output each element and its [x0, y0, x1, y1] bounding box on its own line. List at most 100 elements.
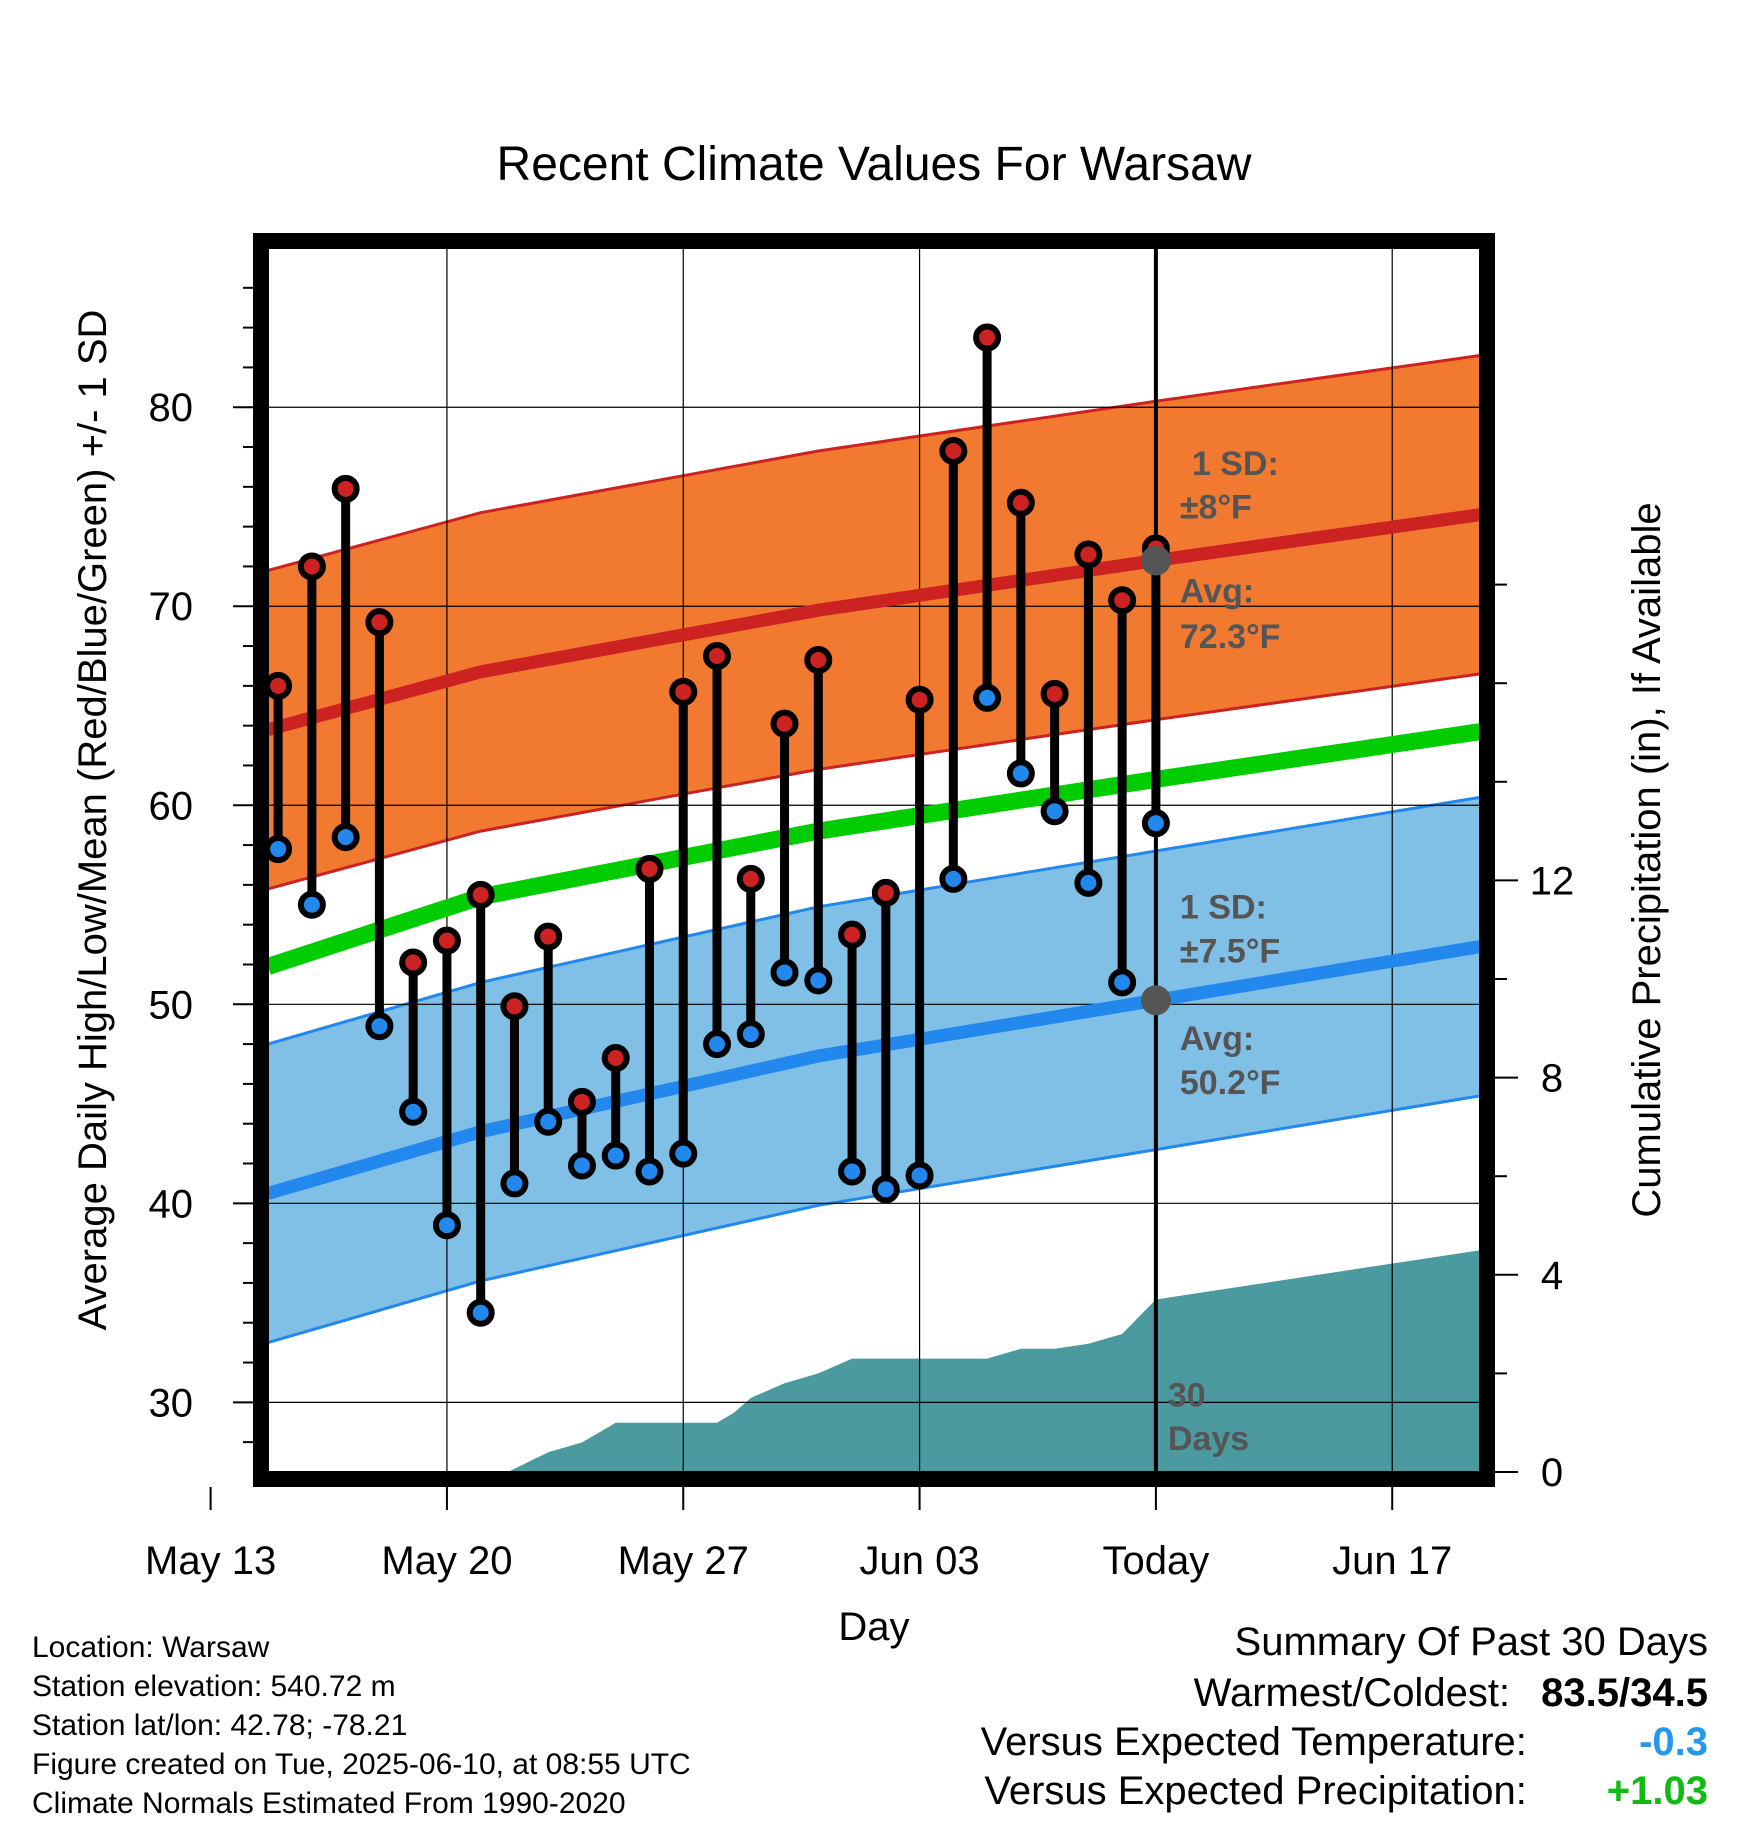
summary-panel: Summary Of Past 30 Days Warmest/Coldest:…: [981, 1620, 1708, 1814]
observed-low-point: [1006, 759, 1035, 788]
plot-frame: [253, 233, 1495, 1487]
observed-low-point: [1108, 968, 1137, 997]
location-text: Location: Warsaw: [32, 1631, 270, 1664]
elevation-text: Station elevation: 540.72 m: [32, 1670, 396, 1703]
days-annotation: 30: [1168, 1376, 1206, 1414]
observed-high-point: [1074, 540, 1103, 569]
y2-tick-label: 4: [1541, 1254, 1563, 1298]
observed-low-point: [567, 1151, 596, 1180]
precip-area: [268, 1250, 1480, 1472]
y2-tick-label: 12: [1530, 859, 1575, 903]
precip-row: Versus Expected Precipitation: +1.03: [981, 1769, 1708, 1814]
days-annotation-label: Days: [1168, 1420, 1249, 1458]
observed-high-point: [703, 642, 732, 670]
x-tick-label: May 20: [381, 1539, 512, 1583]
observed-low-point: [365, 1012, 394, 1041]
observed-high-point: [466, 880, 495, 909]
observed-high-point: [804, 645, 833, 674]
plot-area: 1 SD: ±8°F Avg: 72.3°F 1 SD: ±7.5°F Avg: 50.2°F…: [145, 233, 1575, 1583]
observed-high-point: [635, 854, 664, 883]
summary-heading: Summary Of Past 30 Days: [1234, 1620, 1708, 1664]
observed-low-point: [399, 1097, 428, 1126]
observed-low-point: [770, 958, 799, 987]
observed-low-point: [635, 1157, 664, 1186]
observed-low-point: [871, 1175, 900, 1204]
observed-low-point: [703, 1030, 732, 1059]
observed-low-point: [1074, 868, 1103, 897]
observed-high-point: [770, 709, 799, 738]
precip-value: +1.03: [1606, 1769, 1708, 1813]
observed-high-point: [432, 926, 461, 955]
station-info: Location: Warsaw Station elevation: 540.…: [32, 1628, 691, 1823]
high-sd-band: [268, 355, 1480, 889]
observed-low-point: [534, 1107, 563, 1136]
high-sd-annotation-value: ±8°F: [1180, 489, 1252, 527]
temp-row: Versus Expected Temperature: -0.3: [981, 1720, 1708, 1765]
observed-low-point: [973, 683, 1002, 712]
observed-low-point: [601, 1141, 630, 1170]
observed-low-point: [804, 966, 833, 995]
x-tick-label: May 27: [618, 1539, 749, 1583]
y-tick-label: 70: [149, 585, 194, 629]
observed-high-point: [365, 608, 394, 637]
observed-low-point: [297, 890, 326, 919]
observed-low-point: [736, 1020, 765, 1049]
observed-low-point: [838, 1157, 867, 1186]
observed-high-point: [871, 878, 900, 907]
low-mean-line: [268, 940, 1480, 1200]
observed-high-point: [534, 922, 563, 951]
precip-label: Versus Expected Precipitation:: [984, 1769, 1527, 1813]
observed-low-point: [432, 1211, 461, 1240]
high-avg-annotation-value: 72.3°F: [1180, 618, 1281, 656]
temp-label: Versus Expected Temperature:: [980, 1720, 1527, 1764]
observed-high-point: [939, 437, 968, 466]
observed-high-point: [331, 474, 360, 503]
observed-low-point: [331, 823, 360, 852]
y-axis-label: Average Daily High/Low/Mean (Red/Blue/Gr…: [71, 310, 115, 1331]
observed-low-point: [466, 1298, 495, 1327]
low-avg-annotation: Avg:: [1180, 1020, 1254, 1058]
observed-low-point: [1141, 809, 1170, 838]
observed-high-point: [200, 438, 222, 460]
x-tick-label: May 13: [145, 1539, 276, 1583]
observed-high-point: [1108, 586, 1137, 615]
low-avg-marker: [1140, 985, 1171, 1016]
high-sd-upper-line: [268, 354, 1480, 572]
observed-high-point: [567, 1087, 596, 1116]
observed-high-point: [838, 920, 867, 949]
observed-high-point: [297, 552, 326, 581]
x-axis-label: Day: [838, 1605, 909, 1649]
y-tick-label: 40: [149, 1182, 194, 1226]
observed-low-point: [1040, 797, 1069, 826]
warmest-coldest-label: Warmest/Coldest:: [1193, 1671, 1511, 1715]
observed-low-point: [905, 1161, 934, 1190]
warmest-coldest-row: Warmest/Coldest: 83.5/34.5: [981, 1671, 1708, 1716]
observed-high-point: [905, 685, 934, 714]
high-sd-annotation: 1 SD:: [1192, 445, 1279, 483]
y-tick-label: 80: [149, 386, 194, 430]
high-avg-annotation: Avg:: [1180, 572, 1254, 610]
low-sd-annotation: 1 SD:: [1180, 889, 1267, 927]
low-avg-annotation-value: 50.2°F: [1180, 1064, 1281, 1102]
observed-low-point: [500, 1169, 529, 1198]
x-tick-label: Jun 03: [860, 1539, 980, 1583]
y2-tick-label: 8: [1541, 1057, 1563, 1101]
observed-low-point: [939, 864, 968, 893]
low-sd-annotation-value: ±7.5°F: [1180, 932, 1280, 970]
low-sd-lower-line: [268, 1094, 1480, 1345]
observed-low-point: [669, 1139, 698, 1168]
temp-value: -0.3: [1639, 1720, 1708, 1764]
observed-low-point: [200, 963, 222, 985]
latlon-text: Station lat/lon: 42.78; -78.21: [32, 1709, 408, 1742]
observed-high-point: [500, 992, 529, 1021]
y-tick-label: 30: [149, 1381, 194, 1425]
observed-high-point: [601, 1044, 630, 1073]
y2-tick-label: 0: [1541, 1451, 1563, 1495]
observed-high-point: [166, 832, 188, 854]
observed-low-point: [268, 835, 293, 864]
observed-low-point: [233, 818, 255, 840]
observed-high-point: [1006, 488, 1035, 517]
y-tick-label: 60: [149, 784, 194, 828]
observed-high-point: [1040, 679, 1069, 708]
